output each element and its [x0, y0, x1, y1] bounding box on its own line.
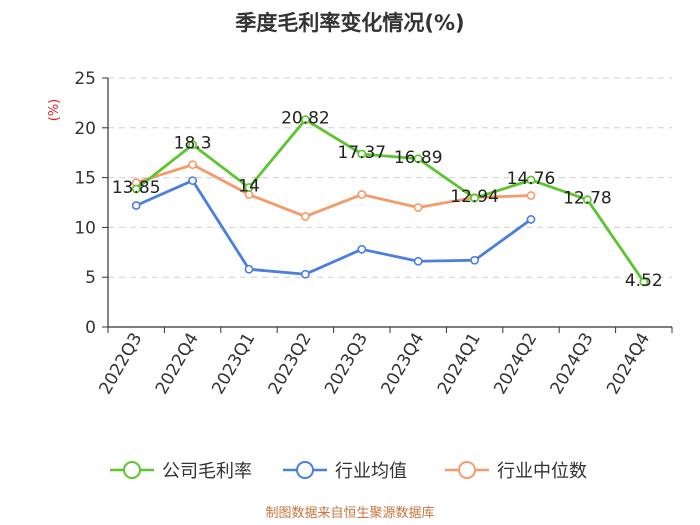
- data-point: [413, 256, 423, 266]
- legend-marker: [458, 461, 476, 479]
- data-point: [244, 183, 254, 192]
- data-label: 4.52: [625, 271, 663, 291]
- legend-marker: [123, 461, 141, 479]
- data-point: [413, 154, 423, 164]
- legend-label: 行业均值: [335, 461, 407, 482]
- data-point: [470, 255, 479, 265]
- data-point: [300, 212, 310, 221]
- data-point: [131, 184, 141, 194]
- data-point: [244, 264, 254, 274]
- legend-label: 行业中位数: [497, 461, 587, 482]
- x-tick-label: 2023Q1: [208, 330, 259, 398]
- data-point: [188, 160, 197, 170]
- data-label: 14: [238, 177, 260, 197]
- data-label: 18.3: [174, 134, 212, 154]
- x-tick-label: 2024Q1: [434, 329, 485, 397]
- data-label: 13.85: [112, 178, 161, 198]
- series-line-2: [135, 163, 532, 218]
- data-label: 12.78: [563, 189, 612, 209]
- series-lines: [131, 115, 649, 287]
- x-tick-label: 2024Q2: [490, 330, 541, 398]
- data-point: [357, 149, 367, 159]
- data-point: [526, 175, 536, 185]
- x-tick-label: 2023Q3: [321, 330, 372, 398]
- y-tick-label: 20: [74, 119, 96, 139]
- legend: 公司毛利率 行业均值 行业中位数: [110, 461, 587, 482]
- data-point: [300, 115, 310, 125]
- data-point: [300, 269, 310, 279]
- data-point: [413, 203, 423, 212]
- x-tick-label: 2023Q2: [265, 330, 316, 398]
- data-point: [357, 244, 367, 254]
- x-tick-label: 2022Q3: [95, 330, 146, 398]
- y-tick-label: 5: [85, 268, 96, 288]
- series-line-1: [135, 179, 532, 276]
- data-point: [188, 140, 197, 150]
- data-point: [583, 195, 592, 205]
- data-label: 17.37: [337, 143, 386, 163]
- data-point: [639, 277, 649, 287]
- data-point: [131, 201, 141, 210]
- gridlines: [108, 77, 672, 278]
- data-label: 16.89: [394, 148, 443, 168]
- x-tick-label: 2024Q3: [547, 330, 598, 398]
- data-point: [470, 193, 479, 203]
- chart-title: 季度毛利率变化情况(%): [235, 11, 464, 35]
- x-tick-label: 2022Q4: [152, 330, 203, 398]
- x-tick-labels: 2022Q3 2022Q4 2023Q1 2023Q2 2023Q3 2023Q4 2024…: [95, 329, 654, 397]
- y-tick-label: 25: [74, 69, 96, 89]
- data-label: 14.76: [507, 169, 556, 189]
- y-tick-label: 15: [74, 169, 96, 189]
- data-label: 20.82: [281, 109, 330, 129]
- legend-marker: [296, 461, 314, 479]
- legend-label: 公司毛利率: [162, 461, 252, 482]
- axes: [102, 77, 673, 333]
- y-tick-labels: 0 5 10 15 20 25: [74, 69, 96, 338]
- y-axis-unit: (%): [47, 99, 62, 122]
- y-tick-label: 0: [85, 318, 96, 338]
- series-line-0: [135, 118, 645, 283]
- data-label: 12.94: [450, 187, 499, 207]
- x-tick-label: 2023Q4: [377, 330, 428, 398]
- x-tick-label: 2024Q4: [603, 330, 654, 398]
- data-point: [526, 215, 536, 224]
- data-point: [188, 176, 197, 185]
- data-point: [526, 191, 536, 200]
- data-point: [357, 190, 367, 199]
- y-tick-label: 10: [74, 218, 96, 238]
- data-labels: 13.85 18.3 14 20.82 17.37 16.89 12.94 14.76 12.7…: [112, 109, 663, 291]
- source-note: 制图数据来自恒生聚源数据库: [265, 505, 434, 521]
